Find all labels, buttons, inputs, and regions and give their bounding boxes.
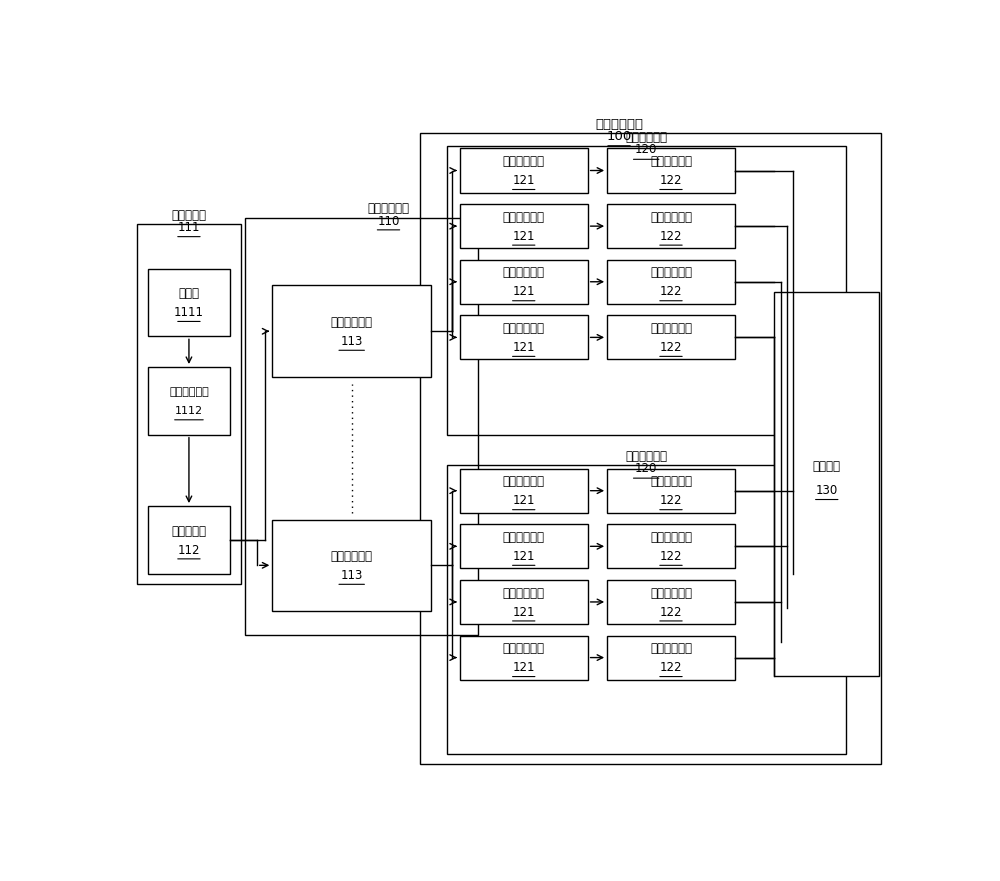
Text: 主控模块: 主控模块 — [813, 461, 841, 473]
Text: 1111: 1111 — [174, 306, 204, 319]
Text: 光调制单元: 光调制单元 — [171, 209, 206, 222]
Bar — [607, 524, 735, 568]
Text: 120: 120 — [635, 463, 657, 475]
Bar — [447, 146, 846, 434]
Bar — [460, 635, 588, 679]
Text: 1112: 1112 — [175, 406, 203, 416]
Text: 110: 110 — [377, 215, 400, 227]
Bar — [607, 580, 735, 624]
Text: 122: 122 — [660, 174, 682, 187]
Bar — [607, 635, 735, 679]
Text: 跟踪保持单元: 跟踪保持单元 — [503, 266, 545, 279]
Text: 跟踪保持单元: 跟踪保持单元 — [503, 211, 545, 224]
Bar — [460, 469, 588, 513]
Text: 跟踪保持单元: 跟踪保持单元 — [503, 587, 545, 600]
Text: 光调制子单元: 光调制子单元 — [169, 387, 209, 397]
Text: 120: 120 — [635, 144, 657, 156]
Bar — [272, 520, 431, 611]
Text: 121: 121 — [512, 605, 535, 618]
Text: 光电转换单元: 光电转换单元 — [331, 316, 373, 329]
Bar — [137, 225, 241, 584]
Text: 113: 113 — [340, 569, 363, 582]
Text: 跟踪保持单元: 跟踪保持单元 — [503, 155, 545, 168]
Text: 模数转换单元: 模数转换单元 — [650, 322, 692, 335]
Text: 122: 122 — [660, 230, 682, 243]
Text: 121: 121 — [512, 550, 535, 563]
Text: 122: 122 — [660, 550, 682, 563]
Bar — [245, 218, 478, 635]
Text: 122: 122 — [660, 285, 682, 299]
Bar — [460, 260, 588, 304]
Text: 122: 122 — [660, 662, 682, 674]
Bar — [148, 269, 230, 337]
Text: 100: 100 — [606, 130, 632, 143]
Text: 光复用单元: 光复用单元 — [171, 524, 206, 537]
Bar — [447, 465, 846, 753]
Bar — [148, 506, 230, 574]
Text: 112: 112 — [178, 544, 200, 557]
Text: 模数转换单元: 模数转换单元 — [650, 155, 692, 168]
Text: 121: 121 — [512, 230, 535, 243]
Bar — [607, 260, 735, 304]
Bar — [774, 292, 879, 676]
Text: 光调制复用器: 光调制复用器 — [368, 203, 410, 215]
Text: 跟踪保持单元: 跟踪保持单元 — [503, 322, 545, 335]
Text: 信号采样装置: 信号采样装置 — [595, 117, 643, 130]
Text: 激光器: 激光器 — [178, 287, 199, 300]
Text: 模数转换单元: 模数转换单元 — [650, 266, 692, 279]
Bar — [460, 524, 588, 568]
Text: 模数转换单元: 模数转换单元 — [650, 476, 692, 488]
Text: 121: 121 — [512, 662, 535, 674]
Bar — [420, 133, 881, 764]
Text: 模数转换单元: 模数转换单元 — [650, 531, 692, 544]
Text: 122: 122 — [660, 494, 682, 507]
Text: 121: 121 — [512, 285, 535, 299]
Text: 采样转换模块: 采样转换模块 — [625, 131, 667, 144]
Text: 122: 122 — [660, 341, 682, 354]
Bar — [148, 366, 230, 434]
Bar — [607, 469, 735, 513]
Text: 跟踪保持单元: 跟踪保持单元 — [503, 476, 545, 488]
Bar — [460, 204, 588, 248]
Bar — [460, 149, 588, 193]
Bar — [607, 204, 735, 248]
Text: 111: 111 — [178, 221, 200, 234]
Text: 121: 121 — [512, 494, 535, 507]
Text: 光电转换单元: 光电转换单元 — [331, 550, 373, 563]
Text: 采样转换模块: 采样转换模块 — [625, 450, 667, 463]
Bar — [272, 285, 431, 377]
Text: 113: 113 — [340, 335, 363, 348]
Text: 121: 121 — [512, 174, 535, 187]
Text: 跟踪保持单元: 跟踪保持单元 — [503, 642, 545, 655]
Text: 模数转换单元: 模数转换单元 — [650, 211, 692, 224]
Text: 122: 122 — [660, 605, 682, 618]
Text: 121: 121 — [512, 341, 535, 354]
Text: 模数转换单元: 模数转换单元 — [650, 642, 692, 655]
Text: 130: 130 — [816, 485, 838, 497]
Bar — [607, 149, 735, 193]
Bar — [460, 315, 588, 359]
Bar — [607, 315, 735, 359]
Text: 模数转换单元: 模数转换单元 — [650, 587, 692, 600]
Bar — [460, 580, 588, 624]
Text: 跟踪保持单元: 跟踪保持单元 — [503, 531, 545, 544]
